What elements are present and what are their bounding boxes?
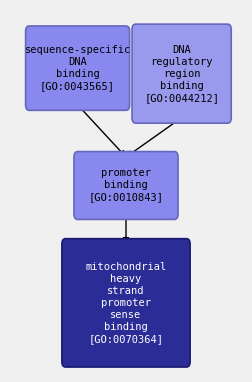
FancyBboxPatch shape [26,26,130,110]
FancyBboxPatch shape [132,24,231,123]
Text: DNA
regulatory
region
binding
[GO:0044212]: DNA regulatory region binding [GO:004421… [144,45,219,103]
Text: promoter
binding
[GO:0010843]: promoter binding [GO:0010843] [88,168,164,202]
Text: sequence-specific
DNA
binding
[GO:0043565]: sequence-specific DNA binding [GO:004356… [24,45,131,91]
FancyBboxPatch shape [74,152,178,219]
FancyBboxPatch shape [62,239,190,367]
Text: mitochondrial
heavy
strand
promoter
sense
binding
[GO:0070364]: mitochondrial heavy strand promoter sens… [85,262,167,344]
